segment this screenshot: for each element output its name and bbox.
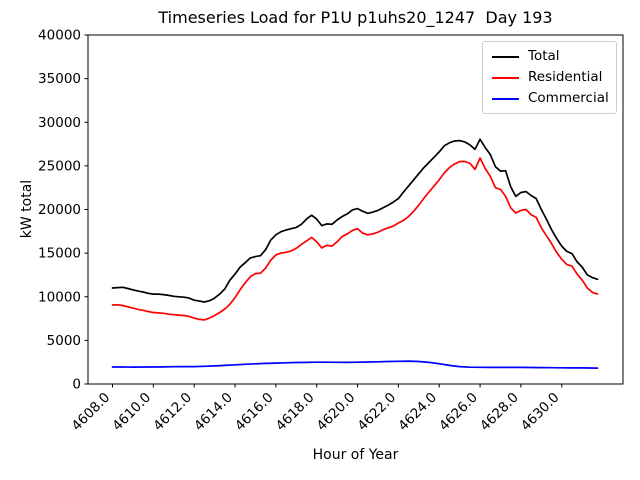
legend-label: Total [528, 48, 560, 64]
x-axis-tick-label: 4624.0 [395, 390, 440, 435]
x-axis-tick-label: 4616.0 [232, 390, 277, 435]
y-axis-tick-label: 20000 [38, 202, 81, 218]
legend: Total Residential Commercial [482, 41, 617, 114]
y-axis-label: kW total [19, 179, 35, 239]
x-axis-tick-label: 4612.0 [150, 390, 195, 435]
x-axis-tick-label: 4626.0 [436, 390, 481, 435]
y-axis-tick-label: 15000 [38, 246, 81, 262]
series-line-residential [111, 157, 599, 321]
x-axis-tick-label: 4614.0 [191, 390, 236, 435]
y-axis-tick-label: 0 [72, 377, 81, 393]
x-axis-label: Hour of Year [312, 447, 399, 463]
y-axis-tick-label: 10000 [38, 289, 81, 305]
legend-entry-total: Total [492, 49, 607, 64]
series-line-commercial [111, 360, 599, 369]
y-axis-tick-label: 25000 [38, 158, 81, 174]
x-axis-tick-label: 4630.0 [518, 390, 563, 435]
x-axis-tick-label: 4628.0 [477, 390, 522, 435]
x-axis-tick-label: 4622.0 [354, 390, 399, 435]
x-axis-tick-label: 4608.0 [69, 390, 114, 435]
y-axis-tick-label: 35000 [38, 71, 81, 87]
legend-label: Commercial [528, 90, 609, 106]
legend-label: Residential [528, 69, 603, 85]
y-axis-tick-label: 5000 [47, 333, 81, 349]
series-line-total [111, 138, 599, 303]
x-axis-tick-label: 4620.0 [314, 390, 359, 435]
x-axis-tick-label: 4618.0 [273, 390, 318, 435]
legend-line-sample [492, 55, 519, 58]
legend-entry-residential: Residential [492, 70, 607, 85]
y-axis-tick-label: 30000 [38, 115, 81, 131]
legend-line-sample [492, 97, 519, 100]
x-axis-tick-label: 4610.0 [109, 390, 154, 435]
chart-title: Timeseries Load for P1U p1uhs20_1247 Day… [158, 8, 553, 27]
legend-line-sample [492, 76, 519, 79]
legend-entry-commercial: Commercial [492, 90, 609, 106]
y-axis-tick-label: 40000 [38, 28, 81, 44]
